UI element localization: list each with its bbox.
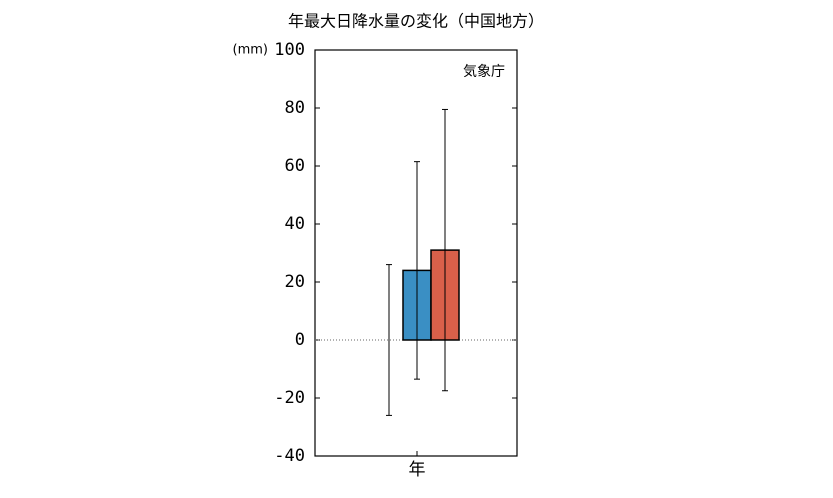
error-bar [414, 161, 420, 380]
y-tick-label: 0 [295, 330, 305, 350]
annotation: 気象庁 [463, 64, 505, 80]
x-tick-label: 年 [409, 460, 426, 480]
y-tick-label: 80 [285, 98, 305, 118]
y-tick-label: -20 [274, 388, 305, 408]
error-bar [442, 108, 448, 392]
y-axis-unit: (mm) [233, 43, 268, 58]
chart-title: 年最大日降水量の変化（中国地方） [288, 12, 544, 31]
error-bar [386, 264, 392, 416]
y-tick-label: 60 [285, 156, 305, 176]
y-tick-label: 20 [285, 272, 305, 292]
y-tick-label: 100 [274, 40, 305, 60]
plot-frame [314, 49, 518, 457]
y-tick-label: 40 [285, 214, 305, 234]
y-tick-label: -40 [274, 446, 305, 466]
